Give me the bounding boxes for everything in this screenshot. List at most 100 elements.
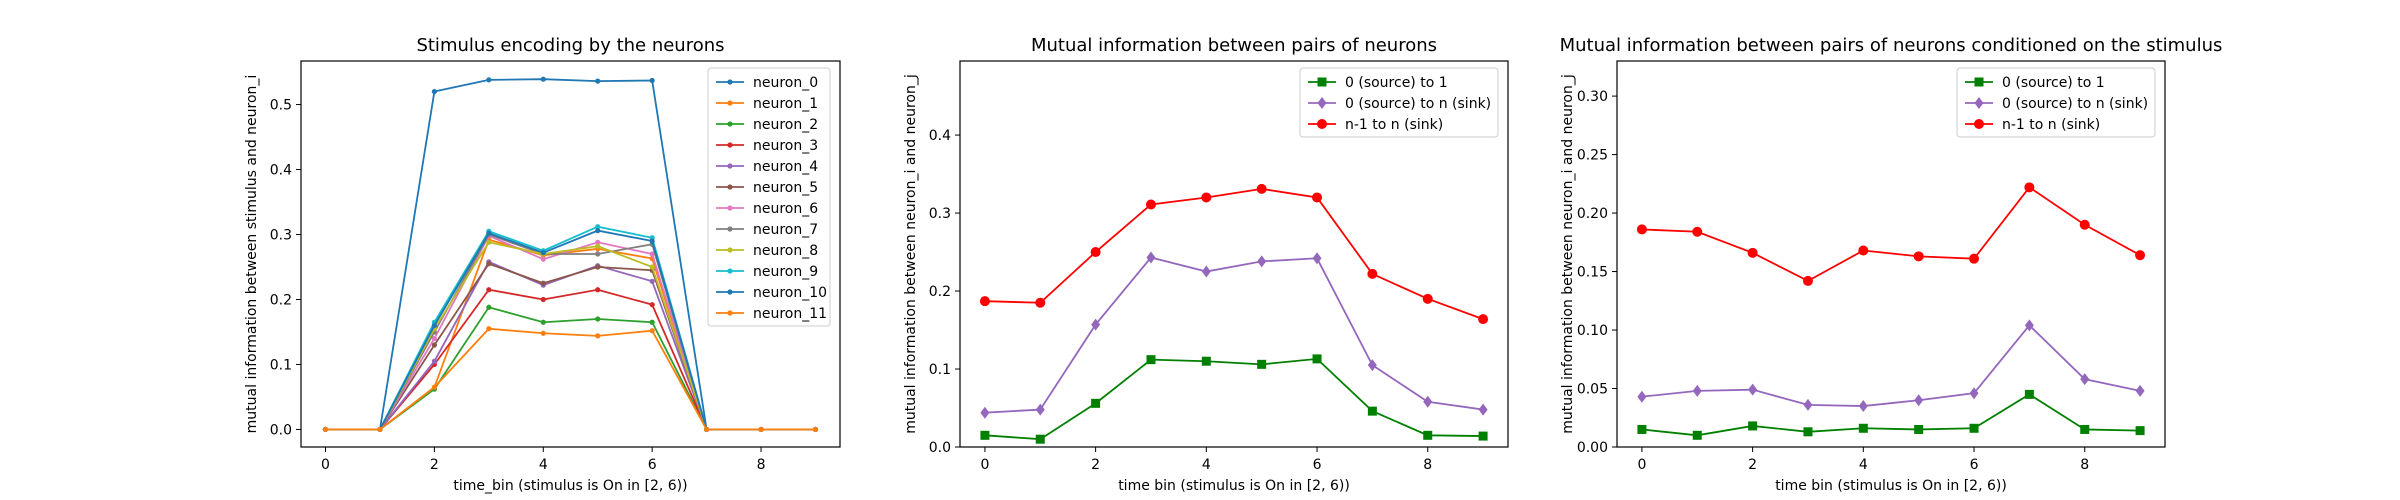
data-point: [1423, 395, 1433, 408]
legend-entry: neuron_0: [716, 75, 818, 91]
y-axis-label: mutual information between stimulus and …: [244, 75, 260, 434]
data-point: [1367, 268, 1378, 279]
data-point: [595, 316, 601, 322]
data-point: [1312, 192, 1323, 203]
legend-entry: 0 (source) to n (sink): [1308, 96, 1491, 112]
series-0-source-to-n-sink-: [980, 251, 1488, 419]
x-tick-label: 6: [648, 457, 657, 473]
data-point: [1146, 355, 1156, 365]
legend-entry: neuron_2: [716, 117, 818, 133]
data-point: [486, 239, 492, 245]
data-point: [322, 426, 329, 433]
data-point: [1312, 252, 1322, 265]
data-point: [2135, 250, 2146, 261]
legend-entry: neuron_11: [716, 306, 827, 322]
data-point: [1478, 403, 1488, 416]
data-point: [1858, 400, 1868, 413]
chart-panel-2: Mutual information between pairs of neur…: [903, 35, 1509, 494]
chart-title: Stimulus encoding by the neurons: [416, 35, 724, 56]
data-point: [1312, 354, 1322, 364]
legend-label: neuron_6: [753, 201, 818, 217]
data-point: [431, 88, 437, 95]
series-line: [984, 357, 1484, 441]
x-axis-label: time bin (stimulus is On in [2, 6)): [1775, 478, 2007, 494]
data-point: [649, 278, 655, 284]
y-tick-label: 0.25: [1577, 148, 1608, 164]
data-point: [1913, 251, 1924, 262]
data-point: [1748, 383, 1758, 396]
x-tick-label: 4: [1859, 457, 1868, 473]
data-point: [595, 239, 601, 245]
data-point: [1478, 431, 1488, 441]
data-point: [649, 319, 655, 325]
series-line: [1641, 186, 2141, 282]
data-point: [649, 302, 655, 308]
data-point: [1422, 293, 1433, 304]
legend-marker: [727, 289, 733, 295]
data-point: [1636, 224, 1647, 235]
data-point: [1035, 297, 1046, 308]
y-tick-label: 0.5: [270, 98, 292, 114]
legend-entry: neuron_4: [716, 159, 818, 175]
data-point: [1637, 390, 1647, 403]
legend-entry: n-1 to n (sink): [1965, 117, 2100, 133]
chart-title: Mutual information between pairs of neur…: [1031, 35, 1437, 56]
legend-entry: 0 (source) to 1: [1965, 75, 2105, 91]
legend-entry: 0 (source) to n (sink): [1965, 96, 2148, 112]
data-point: [1257, 359, 1267, 369]
legend-marker: [727, 121, 733, 127]
data-point: [2080, 424, 2090, 434]
legend-label: n-1 to n (sink): [1345, 117, 1443, 133]
legend-label: neuron_8: [753, 243, 818, 259]
y-tick-label: 0.20: [1577, 206, 1608, 222]
data-point: [595, 264, 601, 270]
x-tick-label: 0: [980, 457, 989, 473]
x-tick-label: 2: [1091, 457, 1100, 473]
y-tick-label: 0.00: [1577, 440, 1608, 456]
data-point: [649, 238, 655, 244]
x-axis-label: time bin (stimulus is On in [2, 6)): [1118, 478, 1350, 494]
series-neuron-11: [322, 326, 819, 433]
legend: 0 (source) to 1 0 (source) to n (sink) n-1…: [1956, 67, 2156, 138]
x-tick-label: 4: [1202, 457, 1211, 473]
data-point: [2080, 373, 2090, 386]
y-tick-label: 0.2: [270, 292, 292, 308]
series-n-1-to-n-sink-: [1636, 182, 2146, 286]
legend-entry: neuron_7: [716, 222, 818, 238]
y-axis-label: mutual information between neuron_i and …: [903, 74, 919, 434]
data-point: [649, 251, 655, 257]
data-point: [431, 384, 437, 390]
data-point: [1145, 199, 1156, 210]
x-tick-label: 6: [1970, 457, 1979, 473]
legend-label: neuron_7: [753, 222, 818, 238]
data-point: [649, 328, 655, 334]
data-point: [1969, 253, 1980, 264]
x-tick-label: 8: [2080, 457, 2089, 473]
legend-entry: neuron_10: [716, 285, 827, 301]
data-point: [1692, 430, 1702, 440]
data-point: [540, 76, 546, 82]
y-tick-label: 0.15: [1577, 265, 1608, 281]
data-point: [540, 319, 546, 325]
data-point: [1035, 403, 1045, 416]
data-point: [1692, 226, 1703, 237]
x-axis-label: time_bin (stimulus is On in [2, 6)): [453, 478, 687, 494]
legend-entry: neuron_9: [716, 264, 818, 280]
data-point: [486, 261, 492, 267]
legend-label: neuron_10: [753, 285, 827, 301]
data-point: [540, 296, 546, 303]
y-tick-label: 0.1: [270, 357, 292, 373]
data-point: [2135, 384, 2145, 397]
legend-label: 0 (source) to n (sink): [1345, 96, 1491, 112]
x-tick-label: 2: [430, 457, 439, 473]
data-point: [1802, 275, 1813, 286]
data-point: [1692, 384, 1702, 397]
data-point: [1256, 183, 1267, 194]
series-0-source-to-1: [1637, 389, 2145, 440]
data-point: [431, 335, 437, 342]
data-point: [595, 224, 601, 230]
data-point: [2024, 182, 2035, 193]
y-tick-label: 0.1: [929, 362, 951, 378]
data-point: [1914, 394, 1924, 407]
